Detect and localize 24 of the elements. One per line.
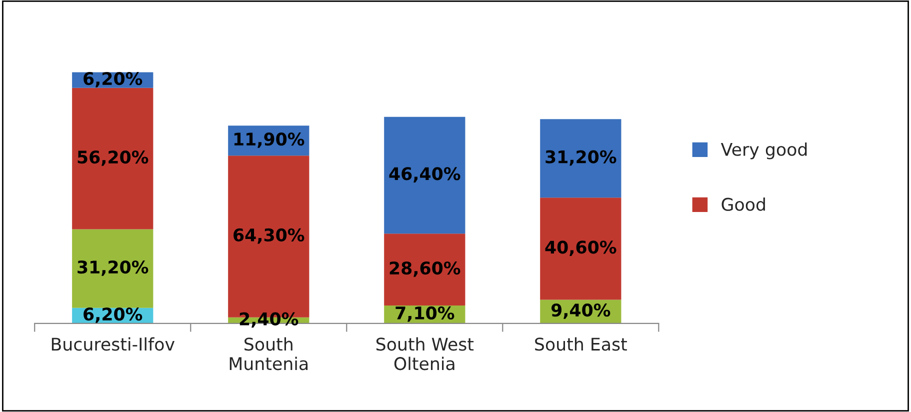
bar bbox=[540, 198, 622, 300]
data-label: 56,20% bbox=[78, 150, 148, 166]
bar bbox=[540, 119, 622, 198]
bar bbox=[72, 88, 154, 230]
data-label: 6,20% bbox=[84, 308, 142, 323]
legend-label: Very good bbox=[720, 142, 807, 160]
x-tick-label: Bucuresti-Ilfov bbox=[52, 337, 174, 351]
x-tick-label: South West Oltenia bbox=[376, 337, 474, 370]
data-label: 40,60% bbox=[545, 240, 616, 256]
data-label: 28,60% bbox=[390, 261, 460, 277]
data-label: 6,20% bbox=[84, 72, 142, 88]
bar bbox=[384, 116, 466, 234]
data-label: 9,40% bbox=[551, 304, 610, 319]
bar bbox=[72, 229, 154, 308]
data-label: 7,10% bbox=[396, 306, 454, 322]
data-label: 64,30% bbox=[234, 228, 304, 244]
legend-label: Good bbox=[722, 197, 765, 211]
data-label: 11,90% bbox=[234, 132, 304, 148]
x-tick-label: South East bbox=[535, 337, 627, 351]
data-label: 46,40% bbox=[389, 167, 460, 182]
bar bbox=[384, 234, 466, 306]
data-label: 31,20% bbox=[546, 150, 616, 166]
data-label: 31,20% bbox=[78, 260, 148, 276]
x-tick-label: South Muntenia bbox=[230, 337, 308, 370]
